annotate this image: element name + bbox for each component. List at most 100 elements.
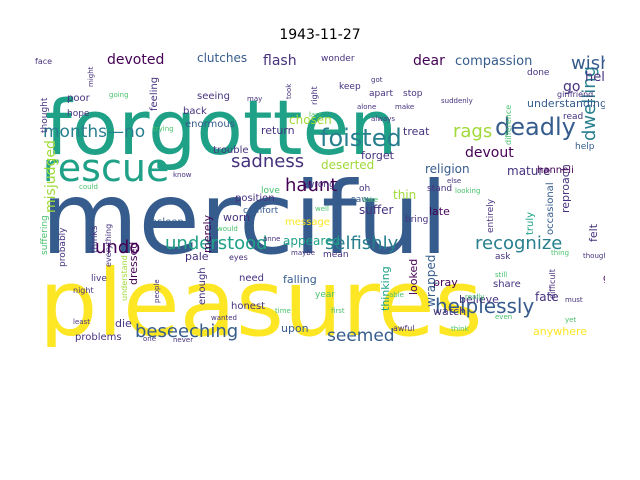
- cloud-word: haunt: [285, 175, 337, 196]
- cloud-word: helplessly: [435, 294, 534, 318]
- cloud-word: understanding: [527, 97, 605, 110]
- cloud-word: take: [363, 196, 378, 204]
- cloud-word: awful: [393, 324, 415, 333]
- cloud-word: hanneli: [537, 165, 574, 176]
- cloud-word: die: [115, 317, 132, 330]
- cloud-word: back: [183, 106, 207, 117]
- cloud-word: yet: [565, 316, 576, 324]
- cloud-word: right: [310, 86, 319, 105]
- cloud-word: stand: [427, 184, 452, 194]
- cloud-word: dwelling: [579, 66, 600, 141]
- cloud-word: looked: [407, 259, 420, 295]
- cloud-word: think: [451, 325, 470, 333]
- cloud-word: foisted: [320, 124, 402, 152]
- cloud-word: devoted: [107, 52, 164, 68]
- cloud-word: falling: [283, 273, 317, 286]
- cloud-word: alone: [357, 103, 376, 111]
- cloud-word: wanted: [211, 314, 237, 322]
- cloud-word: occasional: [545, 182, 556, 235]
- cloud-word: face: [35, 57, 52, 66]
- cloud-word: merciful: [41, 160, 448, 277]
- cloud-word: thin: [393, 188, 416, 202]
- cloud-word: ask: [495, 252, 511, 262]
- cloud-word: apart: [369, 89, 393, 99]
- cloud-word: able: [389, 291, 404, 299]
- cloud-word: deserted: [321, 158, 374, 172]
- cloud-word: god: [603, 273, 605, 284]
- cloud-word: one: [143, 335, 156, 343]
- cloud-word: really: [465, 293, 484, 301]
- cloud-word: forget: [361, 149, 395, 162]
- cloud-word: seeing: [197, 91, 230, 102]
- cloud-word: hope: [67, 109, 90, 119]
- cloud-word: truly: [525, 212, 536, 235]
- cloud-word: got: [371, 76, 383, 84]
- cloud-word: chosen: [289, 113, 332, 127]
- cloud-word: though: [583, 252, 605, 260]
- cloud-word: selfishly: [325, 233, 399, 254]
- cloud-word: felt: [587, 223, 600, 242]
- cloud-word: anywhere: [533, 325, 587, 338]
- cloud-word: deadly: [495, 113, 576, 141]
- cloud-word: thinks: [90, 225, 100, 253]
- cloud-word: beseeching: [135, 321, 238, 342]
- cloud-word: thought: [40, 97, 50, 133]
- cloud-word: anne: [263, 235, 280, 243]
- cloud-word: rescue: [43, 146, 169, 190]
- cloud-word: undo: [95, 237, 140, 258]
- cloud-word: reproach: [559, 164, 572, 213]
- cloud-word: stop: [403, 89, 423, 99]
- cloud-word: recognize: [475, 233, 562, 254]
- cloud-word: watch: [433, 305, 466, 318]
- cloud-word: flash: [263, 53, 297, 69]
- cloud-word: love: [261, 186, 280, 196]
- cloud-word: going: [109, 91, 129, 99]
- cloud-word: understand: [120, 255, 129, 301]
- cloud-word: seemed: [327, 326, 395, 346]
- cloud-word: live: [91, 274, 107, 284]
- cloud-word: read: [563, 112, 583, 122]
- cloud-word: help: [575, 142, 595, 152]
- cloud-word: dressed: [127, 242, 140, 285]
- cloud-word: wrong: [307, 180, 335, 190]
- cloud-word: return: [261, 124, 295, 137]
- cloud-word: thing: [551, 249, 569, 257]
- cloud-word: never: [173, 336, 193, 344]
- cloud-word: saw: [351, 195, 369, 205]
- cloud-word: else: [447, 177, 461, 185]
- cloud-word: pray: [433, 276, 458, 289]
- cloud-word: asleep: [151, 217, 184, 228]
- cloud-word: girlfriend: [557, 90, 593, 99]
- cloud-word: comfort: [243, 206, 279, 216]
- cloud-word: must: [565, 296, 583, 304]
- cloud-word: even: [495, 313, 512, 321]
- cloud-word: night: [73, 286, 94, 295]
- word-cloud: merciful pleasures forgotten rescue foisted d…: [35, 49, 605, 347]
- cloud-word: trying: [153, 125, 174, 133]
- cloud-word: last: [309, 111, 322, 119]
- cloud-word: trouble: [213, 145, 249, 156]
- cloud-word: may: [247, 95, 262, 103]
- cloud-word: religion: [425, 162, 470, 176]
- cloud-word: done: [527, 68, 550, 78]
- cloud-word: least: [73, 318, 90, 326]
- cloud-word: fate: [535, 290, 559, 304]
- cloud-word: thinking: [379, 266, 392, 311]
- cloud-word: clutches: [197, 51, 247, 65]
- cloud-word: poor: [67, 93, 91, 104]
- cloud-word: suffering: [40, 215, 50, 255]
- cloud-word: looking: [455, 187, 480, 195]
- cloud-word: late: [429, 205, 450, 218]
- cloud-word: bring: [405, 215, 428, 225]
- cloud-word: difference: [504, 105, 513, 145]
- cloud-word: believe: [459, 293, 499, 306]
- cloud-word: people: [153, 279, 161, 303]
- cloud-word: probably: [58, 227, 68, 267]
- cloud-word: pale: [185, 250, 209, 263]
- cloud-word: worn: [223, 211, 250, 224]
- cloud-word: could: [79, 183, 98, 191]
- cloud-word: message: [285, 217, 330, 228]
- cloud-word: dear: [413, 53, 445, 69]
- cloud-word: share: [493, 279, 521, 290]
- cloud-word: year: [315, 290, 335, 300]
